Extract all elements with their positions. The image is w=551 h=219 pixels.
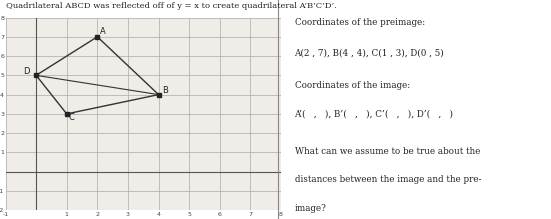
Text: A’(   ,   ), B’(   ,   ), C’(   ,   ), D’(   ,   ): A’( , ), B’( , ), C’( , ), D’( , ): [294, 110, 453, 118]
Text: C: C: [68, 113, 74, 122]
Text: A(2 , 7), B(4 , 4), C(1 , 3), D(0 , 5): A(2 , 7), B(4 , 4), C(1 , 3), D(0 , 5): [294, 48, 444, 57]
Text: Quadrilateral ABCD was reflected off of y = x to create quadrilateral A’B’C’D’.: Quadrilateral ABCD was reflected off of …: [6, 2, 336, 10]
Text: A: A: [100, 27, 106, 37]
Text: D: D: [23, 67, 30, 76]
Text: Coordinates of the image:: Coordinates of the image:: [294, 81, 410, 90]
Text: What can we assume to be true about the: What can we assume to be true about the: [294, 147, 480, 156]
Text: Coordinates of the preimage:: Coordinates of the preimage:: [294, 18, 425, 26]
Text: image?: image?: [294, 204, 326, 213]
Text: B: B: [161, 86, 168, 95]
Text: distances between the image and the pre-: distances between the image and the pre-: [294, 175, 481, 184]
